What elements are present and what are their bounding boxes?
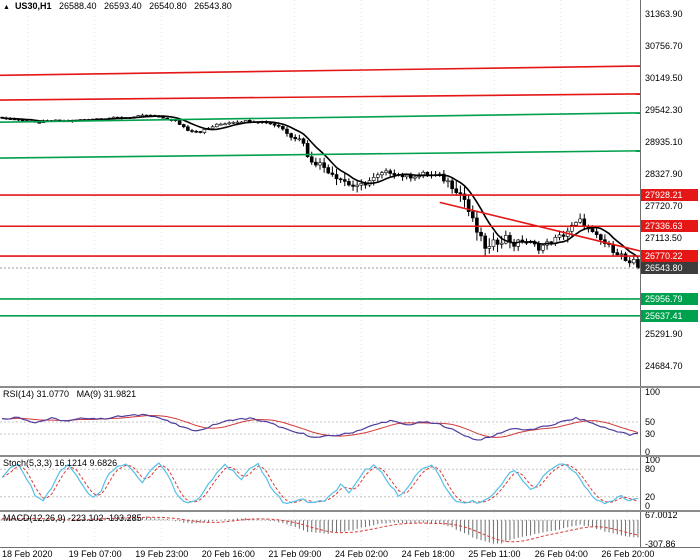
ma-line	[2, 115, 639, 258]
macd-panel: MACD(12,26,9) -223.102 -193.285	[0, 512, 640, 547]
stochastic-panel: Stoch(5,3,3) 16.1214 9.6826	[0, 457, 640, 510]
ohlc-close-value: 26543.80	[194, 1, 232, 11]
price-axis-label: 31363.90	[645, 9, 683, 20]
symbol-timeframe-label: US30,H1	[14, 1, 52, 11]
indicator-axis-label: 0	[645, 447, 651, 457]
price-axis-label: 25291.90	[645, 328, 683, 339]
trendline	[0, 150, 640, 159]
rsi-line	[1, 413, 638, 441]
rsi-ma-label: MA(9) 31.9821	[76, 389, 137, 399]
indicator-axis-label: 67.0012	[645, 510, 678, 520]
stochastic-indicator-label: Stoch(5,3,3) 16.1214 9.6826	[3, 458, 118, 468]
price-level-badge: 27336.63	[641, 220, 698, 233]
time-axis-label: 25 Feb 11:00	[468, 549, 521, 559]
time-axis-label: 19 Feb 23:00	[135, 549, 189, 559]
price-level-badge: 25956.79	[641, 292, 698, 305]
stochastic-canvas[interactable]	[0, 457, 640, 510]
grid-lines	[27, 0, 628, 386]
main-chart-panel: ▲ US30,H1 26588.40 26593.40 26540.80 2654…	[0, 0, 640, 386]
candlestick-series	[0, 113, 640, 270]
stochastic-header: Stoch(5,3,3) 16.1214 9.6826	[3, 458, 122, 468]
time-axis[interactable]: 18 Feb 2020 19 Feb 07:00 19 Feb 23:00 20 Fe…	[0, 547, 700, 560]
time-axis-label: 20 Feb 16:00	[201, 549, 255, 559]
price-axis-label: 24684.70	[645, 360, 683, 371]
time-axis-label: 21 Feb 09:00	[268, 549, 322, 559]
rsi-indicator-label: RSI(14) 31.0770	[3, 389, 70, 399]
panel-splitter[interactable]	[0, 455, 700, 457]
macd-canvas[interactable]	[0, 512, 640, 547]
macd-indicator-label: MACD(12,26,9) -223.102 -193.285	[3, 513, 142, 523]
indicator-axis-label: 30	[645, 429, 656, 439]
price-axis-label: 28935.10	[645, 137, 683, 147]
ohlc-open-value: 26588.40	[58, 1, 97, 11]
trendline	[0, 65, 640, 77]
price-axis-label: 30756.70	[645, 41, 683, 52]
price-axis-label: 30149.50	[645, 73, 683, 84]
current-price-badge: 26543.80	[641, 262, 698, 275]
indicator-axis-label: 50	[645, 417, 656, 427]
time-axis-label: 19 Feb 07:00	[68, 549, 122, 559]
price-axis-label: 28327.90	[645, 169, 683, 179]
rsi-canvas[interactable]	[0, 388, 640, 455]
macd-header: MACD(12,26,9) -223.102 -193.285	[3, 513, 147, 523]
price-axis-label: 27113.50	[645, 233, 682, 243]
macd-signal-line	[2, 516, 639, 543]
time-axis-label: 24 Feb 02:00	[335, 549, 389, 559]
time-axis-label: 26 Feb 20:00	[601, 549, 655, 559]
price-axis[interactable]: 31363.90 30756.70 30149.50 29542.30 28935.10…	[640, 0, 700, 549]
ohlc-low-value: 26540.80	[149, 1, 187, 11]
indicator-axis-label: -307.86	[645, 539, 676, 549]
stoch-k-line	[1, 462, 638, 505]
rsi-panel: RSI(14) 31.0770 MA(9) 31.9821	[0, 388, 640, 455]
time-axis-label: 18 Feb 2020	[2, 549, 53, 559]
panel-splitter[interactable]	[0, 510, 700, 512]
indicator-axis-label: 80	[645, 464, 656, 475]
price-level-badge: 26770.22	[641, 250, 698, 263]
panel-splitter[interactable]	[0, 386, 700, 388]
indicator-axis-label: 100	[645, 455, 661, 465]
ohlc-high-value: 26593.40	[104, 1, 142, 11]
time-axis-label: 24 Feb 18:00	[401, 549, 455, 559]
price-level-badge: 27928.21	[641, 189, 698, 202]
indicator-axis-label: 0	[645, 501, 651, 511]
indicator-axis-label: 20	[645, 491, 656, 502]
stoch-d-line	[1, 464, 639, 504]
trendline	[0, 112, 640, 123]
price-chart-canvas[interactable]	[0, 0, 640, 386]
price-axis-label: 27720.70	[645, 201, 683, 211]
indicator-axis-label: 100	[645, 387, 661, 397]
trendline	[439, 201, 640, 252]
chart-header: ▲ US30,H1 26588.40 26593.40 26540.80 2654…	[3, 1, 237, 11]
up-arrow-icon[interactable]: ▲	[3, 4, 10, 11]
time-axis-label: 26 Feb 04:00	[534, 549, 588, 559]
price-axis-label: 29542.30	[645, 105, 683, 115]
rsi-header: RSI(14) 31.0770 MA(9) 31.9821	[3, 389, 141, 399]
trendline	[0, 93, 640, 101]
price-level-badge: 25637.41	[641, 309, 698, 322]
